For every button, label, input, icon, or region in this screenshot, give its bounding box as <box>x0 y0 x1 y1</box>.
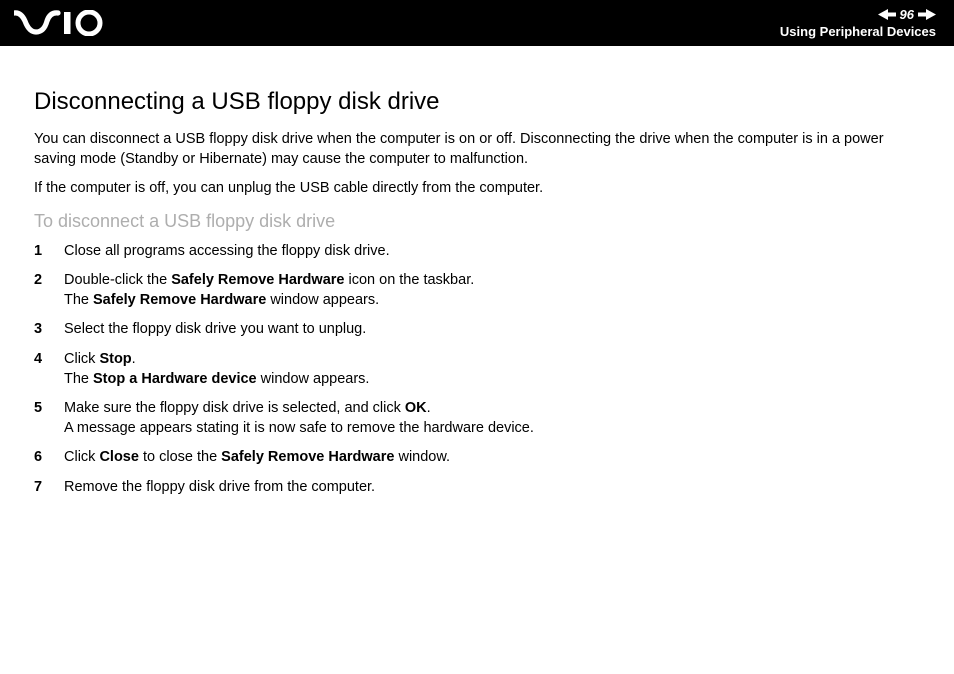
step-line: Double-click the Safely Remove Hardware … <box>64 271 920 291</box>
step-number: 2 <box>34 271 46 310</box>
page-nav: 96 <box>780 7 936 23</box>
step-item: 5 Make sure the floppy disk drive is sele… <box>34 399 920 438</box>
step-number: 3 <box>34 320 46 340</box>
step-number: 6 <box>34 448 46 468</box>
bold-text: Safely Remove Hardware <box>93 292 266 308</box>
text-run: The <box>64 371 93 387</box>
vaio-logo-svg <box>14 10 110 36</box>
bold-text: OK <box>405 400 427 416</box>
step-number: 5 <box>34 399 46 438</box>
step-body: Close all programs accessing the floppy … <box>64 242 920 262</box>
header-bar: 96 Using Peripheral Devices <box>0 0 954 46</box>
step-line: The Stop a Hardware device window appear… <box>64 370 920 390</box>
bold-text: Close <box>99 449 139 465</box>
text-run: Make sure the floppy disk drive is selec… <box>64 400 405 416</box>
step-item: 1 Close all programs accessing the floppy… <box>34 242 920 262</box>
step-item: 7 Remove the floppy disk drive from the c… <box>34 478 920 498</box>
next-page-icon[interactable] <box>918 9 936 20</box>
prev-page-icon[interactable] <box>878 9 896 20</box>
text-run: A message appears stating it is now safe… <box>64 420 534 436</box>
step-line: Select the floppy disk drive you want to… <box>64 320 920 340</box>
step-number: 7 <box>34 478 46 498</box>
step-number: 1 <box>34 242 46 262</box>
bold-text: Safely Remove Hardware <box>171 272 344 288</box>
bold-text: Stop <box>99 351 131 367</box>
text-run: . <box>427 400 431 416</box>
text-run: . <box>132 351 136 367</box>
text-run: to close the <box>139 449 221 465</box>
text-run: Click <box>64 351 99 367</box>
step-body: Click Stop.The Stop a Hardware device wi… <box>64 350 920 389</box>
text-run: Double-click the <box>64 272 171 288</box>
text-run: Remove the floppy disk drive from the co… <box>64 479 375 495</box>
text-run: Select the floppy disk drive you want to… <box>64 321 366 337</box>
step-number: 4 <box>34 350 46 389</box>
page-number: 96 <box>900 7 914 23</box>
steps-list: 1 Close all programs accessing the floppy… <box>34 242 920 498</box>
text-run: window appears. <box>266 292 379 308</box>
intro-para-2: If the computer is off, you can unplug t… <box>34 179 920 199</box>
step-body: Click Close to close the Safely Remove H… <box>64 448 920 468</box>
page-title: Disconnecting a USB floppy disk drive <box>34 88 920 116</box>
step-body: Make sure the floppy disk drive is selec… <box>64 399 920 438</box>
step-item: 3 Select the floppy disk drive you want t… <box>34 320 920 340</box>
bold-text: Stop a Hardware device <box>93 371 257 387</box>
step-line: Click Close to close the Safely Remove H… <box>64 448 920 468</box>
text-run: The <box>64 292 93 308</box>
step-item: 6 Click Close to close the Safely Remove … <box>34 448 920 468</box>
step-item: 4Click Stop.The Stop a Hardware device w… <box>34 350 920 389</box>
vaio-logo <box>14 10 110 36</box>
text-run: Click <box>64 449 99 465</box>
step-line: Close all programs accessing the floppy … <box>64 242 920 262</box>
procedure-subheading: To disconnect a USB floppy disk drive <box>34 211 920 232</box>
bold-text: Safely Remove Hardware <box>221 449 394 465</box>
step-line: A message appears stating it is now safe… <box>64 419 920 439</box>
step-line: The Safely Remove Hardware window appear… <box>64 291 920 311</box>
section-label: Using Peripheral Devices <box>780 24 936 40</box>
step-line: Make sure the floppy disk drive is selec… <box>64 399 920 419</box>
step-line: Remove the floppy disk drive from the co… <box>64 478 920 498</box>
text-run: window. <box>394 449 450 465</box>
step-line: Click Stop. <box>64 350 920 370</box>
step-body: Double-click the Safely Remove Hardware … <box>64 271 920 310</box>
header-right: 96 Using Peripheral Devices <box>780 7 936 39</box>
step-item: 2 Double-click the Safely Remove Hardware… <box>34 271 920 310</box>
page-content: Disconnecting a USB floppy disk drive Yo… <box>0 46 954 497</box>
text-run: icon on the taskbar. <box>344 272 474 288</box>
step-body: Select the floppy disk drive you want to… <box>64 320 920 340</box>
step-body: Remove the floppy disk drive from the co… <box>64 478 920 498</box>
intro-para-1: You can disconnect a USB floppy disk dri… <box>34 130 920 169</box>
text-run: window appears. <box>257 371 370 387</box>
text-run: Close all programs accessing the floppy … <box>64 243 390 259</box>
